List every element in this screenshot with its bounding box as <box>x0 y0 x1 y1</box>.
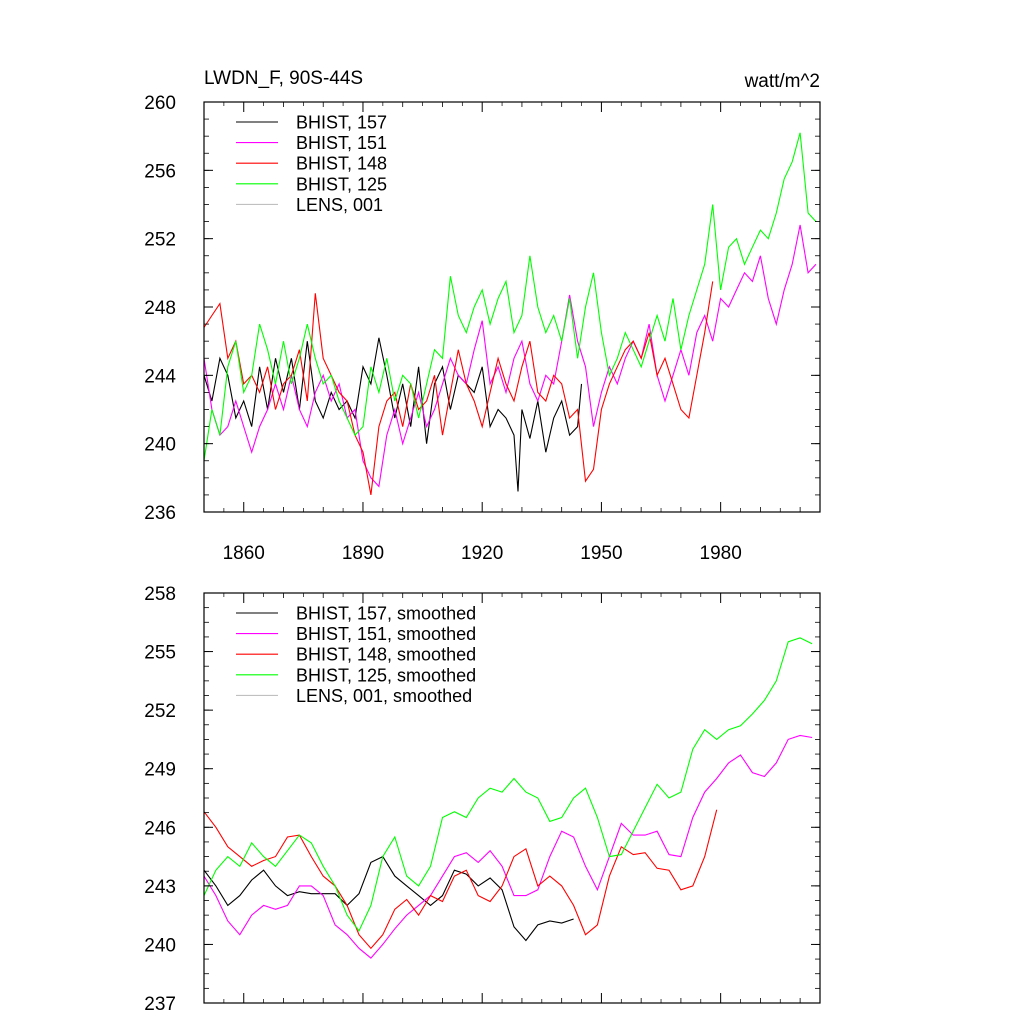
bottom-series-line-3 <box>203 637 813 932</box>
top-ytick-label: 260 <box>144 93 176 114</box>
top-legend-label-0: BHIST, 157 <box>296 113 387 133</box>
bottom-legend-label-1: BHIST, 151, smoothed <box>296 624 476 644</box>
bottom-ytick-label: 249 <box>144 760 176 781</box>
top-legend-label-4: LENS, 001 <box>296 195 383 215</box>
bottom-ytick-label: 255 <box>144 643 176 664</box>
bottom-ytick-label: 246 <box>144 818 176 839</box>
top-chart-title: LWDN_F, 90S-44S <box>204 68 363 89</box>
top-ytick-label: 256 <box>144 161 176 182</box>
bottom-legend-label-2: BHIST, 148, smoothed <box>296 645 476 665</box>
bottom-legend-label-3: BHIST, 125, smoothed <box>296 665 476 685</box>
top-series-line-0 <box>203 337 583 492</box>
bottom-chart-panel: 237 240 243 246 249 252 255 258 BHIST, 157, smoo… <box>144 584 821 1015</box>
top-legend-label-2: BHIST, 148 <box>296 154 387 174</box>
top-chart-units: watt/m^2 <box>744 71 820 92</box>
top-legend-label-1: BHIST, 151 <box>296 133 387 153</box>
top-chart-panel: 236 240 244 248 252 256 260 1860 1890 1920 1950 198… <box>144 93 821 564</box>
top-series-line-1 <box>203 224 817 488</box>
bottom-series-line-1 <box>203 734 813 959</box>
top-series-line-3 <box>203 132 817 461</box>
bottom-ytick-label: 258 <box>144 584 176 605</box>
top-ytick-label: 236 <box>144 503 176 524</box>
top-xtick-label: 1920 <box>461 543 503 564</box>
bottom-ytick-label: 237 <box>144 994 176 1015</box>
top-series-line-2 <box>203 281 714 496</box>
top-xtick-label: 1950 <box>580 543 622 564</box>
top-legend-label-3: BHIST, 125 <box>296 174 387 194</box>
top-xtick-label: 1980 <box>700 543 742 564</box>
bottom-legend-label-0: BHIST, 157, smoothed <box>296 604 476 624</box>
bottom-ytick-label: 243 <box>144 877 176 898</box>
bottom-series-line-2 <box>203 809 718 950</box>
top-ytick-label: 248 <box>144 298 176 319</box>
top-ytick-label: 244 <box>144 366 176 387</box>
top-xtick-label: 1890 <box>342 543 384 564</box>
top-xtick-label: 1860 <box>223 543 265 564</box>
top-ytick-label: 240 <box>144 435 176 456</box>
bottom-legend-label-4: LENS, 001, smoothed <box>296 686 472 706</box>
bottom-ytick-label: 252 <box>144 701 176 722</box>
bottom-series-line-0 <box>203 855 574 942</box>
top-ytick-label: 252 <box>144 230 176 251</box>
bottom-ytick-label: 240 <box>144 935 176 956</box>
